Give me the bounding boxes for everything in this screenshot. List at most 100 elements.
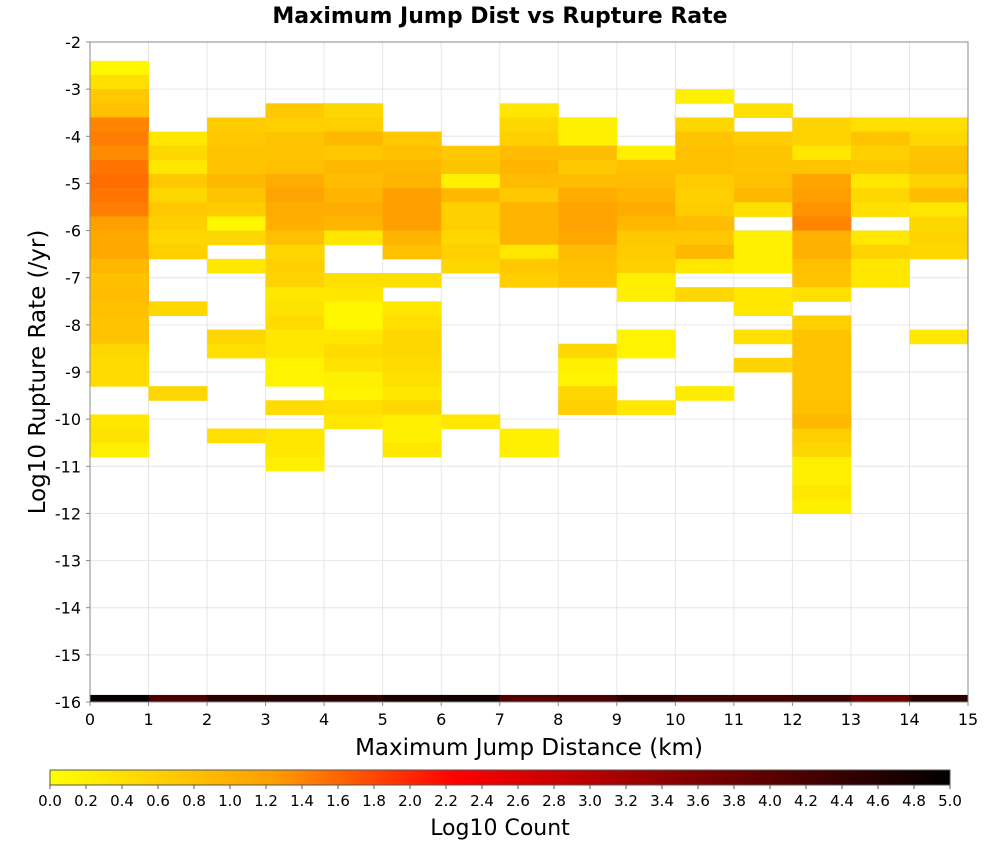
heatmap-cell	[148, 230, 208, 246]
heatmap-cell-bottom	[148, 694, 208, 702]
x-tick-label: 9	[612, 710, 622, 729]
heatmap-cell	[382, 273, 442, 288]
heatmap-cell	[499, 174, 559, 189]
heatmap-cell	[265, 372, 325, 387]
heatmap-cell	[324, 386, 384, 401]
heatmap-cell	[324, 145, 384, 161]
heatmap-cell	[499, 244, 559, 260]
heatmap-cell	[90, 287, 150, 302]
x-tick-label: 6	[436, 710, 446, 729]
heatmap-cell-bottom	[441, 694, 501, 702]
heatmap-cell	[382, 442, 442, 458]
heatmap-cell	[324, 329, 384, 345]
heatmap-cell	[441, 202, 501, 217]
heatmap-cell	[382, 400, 442, 415]
heatmap-cell	[90, 117, 150, 133]
heatmap-cell	[792, 117, 852, 133]
heatmap-cell-bottom	[265, 694, 325, 702]
heatmap-cell	[616, 244, 676, 260]
heatmap-cell	[90, 343, 150, 359]
heatmap-cell	[558, 117, 618, 133]
heatmap-cell	[382, 372, 442, 387]
heatmap-cell	[616, 159, 676, 175]
heatmap-cell	[441, 159, 501, 175]
heatmap-cell	[148, 188, 208, 203]
heatmap-cell	[616, 174, 676, 189]
heatmap-cell	[909, 159, 969, 175]
y-tick-label: -11	[55, 457, 81, 476]
heatmap-cell	[382, 174, 442, 189]
heatmap-cell	[850, 202, 910, 217]
heatmap-cell	[207, 202, 267, 217]
heatmap-cell	[499, 442, 559, 458]
heatmap-cell	[558, 244, 618, 260]
colorbar-tick-label: 1.6	[326, 792, 350, 810]
heatmap-cell	[558, 273, 618, 288]
heatmap-cell	[792, 287, 852, 302]
heatmap-cell	[558, 202, 618, 217]
heatmap-cell	[90, 145, 150, 161]
heatmap-cell	[616, 287, 676, 302]
heatmap-cell	[441, 216, 501, 232]
heatmap-cell	[733, 202, 793, 217]
heatmap-cell	[90, 428, 150, 444]
heatmap-cell	[499, 273, 559, 288]
heatmap-cell	[324, 230, 384, 246]
colorbar-tick-label: 0.4	[110, 792, 134, 810]
heatmap-cell	[792, 428, 852, 444]
heatmap-cell	[324, 357, 384, 373]
y-tick-label: -10	[55, 410, 81, 429]
heatmap-cell-bottom	[792, 694, 852, 702]
y-axis-title: Log10 Rupture Rate (/yr)	[25, 230, 51, 515]
heatmap-cell	[265, 329, 325, 345]
heatmap-cell	[675, 89, 735, 104]
heatmap-cell	[733, 287, 793, 302]
heatmap-cell	[207, 258, 267, 274]
heatmap-cell	[675, 386, 735, 401]
x-tick-label: 7	[495, 710, 505, 729]
heatmap-cell	[616, 400, 676, 415]
colorbar-tick-label: 2.4	[470, 792, 494, 810]
heatmap-cell	[90, 273, 150, 288]
colorbar-tick-label: 0.2	[74, 792, 98, 810]
heatmap-cell	[207, 188, 267, 203]
heatmap-cell	[324, 159, 384, 175]
heatmap-cell	[382, 202, 442, 217]
heatmap-cell	[733, 357, 793, 373]
heatmap-cell	[265, 357, 325, 373]
heatmap-cell	[733, 131, 793, 147]
heatmap-cell	[850, 117, 910, 133]
heatmap-cell	[792, 131, 852, 147]
heatmap-cell	[909, 216, 969, 232]
heatmap-cell-bottom	[207, 694, 267, 702]
heatmap-cell	[324, 131, 384, 147]
heatmap-cell	[499, 131, 559, 147]
heatmap-cell	[382, 343, 442, 359]
heatmap-cell	[382, 329, 442, 345]
heatmap-cell	[324, 216, 384, 232]
colorbar-tick-label: 1.0	[218, 792, 242, 810]
colorbar-tick-label: 4.0	[758, 792, 782, 810]
heatmap-cell	[675, 188, 735, 203]
colorbar-tick-label: 2.6	[506, 792, 530, 810]
heatmap-cell	[499, 202, 559, 217]
heatmap-cell	[265, 159, 325, 175]
heatmap-cell	[382, 357, 442, 373]
heatmap-cell	[558, 357, 618, 373]
heatmap-cell	[792, 485, 852, 500]
y-tick-label: -5	[65, 174, 81, 193]
heatmap-cell	[207, 174, 267, 189]
heatmap-cell	[792, 414, 852, 430]
heatmap-cell	[382, 159, 442, 175]
heatmap-cell	[324, 301, 384, 316]
heatmap-cell	[441, 230, 501, 246]
heatmap-cells	[90, 60, 969, 702]
heatmap-cell	[499, 117, 559, 133]
x-tick-label: 0	[85, 710, 95, 729]
y-tick-label: -3	[65, 80, 81, 99]
heatmap-cell	[558, 216, 618, 232]
heatmap-cell	[265, 174, 325, 189]
heatmap-cell	[382, 301, 442, 316]
heatmap-cell	[616, 343, 676, 359]
